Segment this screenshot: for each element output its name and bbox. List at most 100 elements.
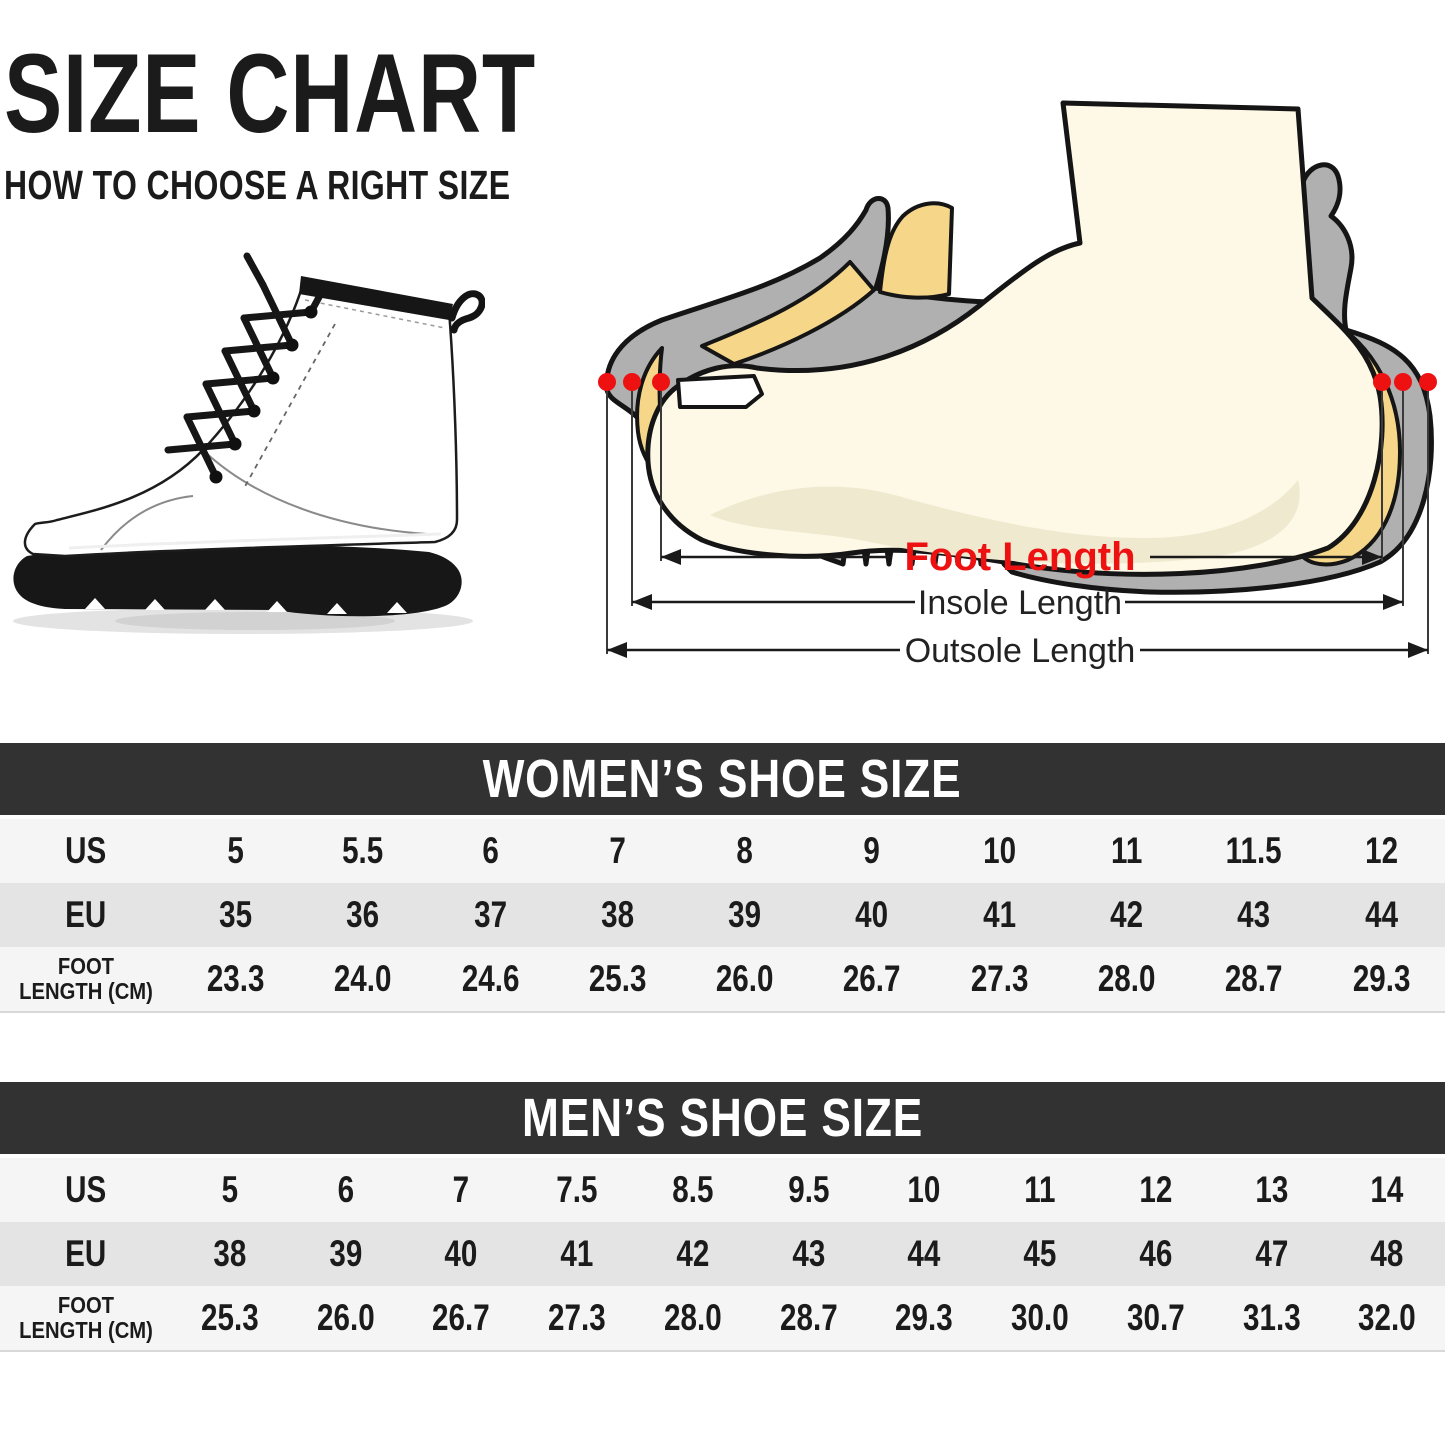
- boot-product-image: [13, 252, 485, 634]
- men-table-header: MEN’S SHOE SIZE: [0, 1082, 1445, 1154]
- table-row-eu: EU 35 36 37 38 39 40 41 42 43 44: [0, 883, 1445, 947]
- boot-sole: [13, 544, 462, 617]
- table-cell: 29.3: [1352, 958, 1411, 999]
- row-label: FOOT LENGTH (CM): [19, 952, 153, 1004]
- table-cell: 32.0: [1358, 1297, 1417, 1338]
- table-cell: 26.7: [843, 958, 901, 999]
- table-cell: 7: [609, 830, 626, 871]
- table-cell: 44: [1364, 894, 1398, 935]
- table-cell: 12: [1364, 830, 1398, 871]
- table-row-foot-length: FOOT LENGTH (CM) 25.3 26.0 26.7 27.3 28.0 28.…: [0, 1286, 1445, 1350]
- table-cell: 27.3: [548, 1297, 606, 1338]
- table-cell: 28.0: [1097, 958, 1156, 999]
- table-cell: 6: [482, 830, 499, 871]
- table-cell: 30.0: [1011, 1297, 1069, 1338]
- table-cell: 24.6: [461, 958, 520, 999]
- row-label: US: [65, 1168, 107, 1210]
- measure-dot: [598, 373, 616, 391]
- measure-dot: [1419, 373, 1437, 391]
- measure-dot: [1394, 373, 1412, 391]
- row-values: 38 39 40 41 42 43 44 45 46 47 48: [172, 1222, 1445, 1286]
- table-cell: 26.7: [432, 1297, 491, 1338]
- table-cell: 7.5: [556, 1169, 598, 1210]
- table-cell: 28.7: [779, 1297, 838, 1338]
- boot-upper: [23, 279, 459, 558]
- table-cell: 24.0: [334, 958, 392, 999]
- table-cell: 35: [219, 894, 253, 935]
- table-row-eu: EU 38 39 40 41 42 43 44 45 46 47 48: [0, 1222, 1445, 1286]
- row-label: EU: [65, 893, 107, 935]
- guide-lines: [606, 391, 1429, 654]
- boot-eyelets: [209, 305, 318, 484]
- table-cell: 11: [1024, 1169, 1056, 1210]
- row-values: 5 6 7 7.5 8.5 9.5 10 11 12 13 14: [172, 1158, 1445, 1222]
- women-size-table: WOMEN’S SHOE SIZE US 5 5.5 6 7 8 9 10 11 11.5 12 …: [0, 743, 1445, 1013]
- table-cell: 46: [1139, 1233, 1173, 1274]
- table-cell: 43: [792, 1233, 825, 1274]
- page-subtitle: HOW TO CHOOSE A RIGHT SIZE: [4, 162, 511, 208]
- table-cell: 27.3: [970, 958, 1029, 999]
- boot-laces: [164, 252, 329, 481]
- table-cell: 25.3: [201, 1297, 259, 1338]
- vamp-seam: [204, 451, 428, 535]
- outsole-length-label: Outsole Length: [905, 632, 1136, 670]
- foot-length-label: Foot Length: [904, 535, 1135, 579]
- table-cell: 41: [982, 894, 1016, 935]
- table-row-us: US 5 5.5 6 7 8 9 10 11 11.5 12: [0, 819, 1445, 883]
- page-title: SIZE CHART: [4, 31, 536, 156]
- table-cell: 8.5: [672, 1169, 714, 1210]
- table-cell: 6: [337, 1169, 354, 1210]
- table-cell: 11.5: [1226, 830, 1283, 871]
- table-cell: 47: [1255, 1233, 1288, 1274]
- table-row-foot-length: FOOT LENGTH (CM) 23.3 24.0 24.6 25.3 26.0 26.…: [0, 947, 1445, 1011]
- table-cell: 30.7: [1126, 1297, 1185, 1338]
- table-cell: 5: [221, 1169, 239, 1210]
- row-label: EU: [65, 1232, 107, 1274]
- measure-dots: [598, 373, 1437, 391]
- women-table-header: WOMEN’S SHOE SIZE: [0, 743, 1445, 815]
- toe-cap-seam: [100, 495, 194, 551]
- table-cell: 9: [863, 830, 881, 871]
- row-values: 23.3 24.0 24.6 25.3 26.0 26.7 27.3 28.0 28.7 29.3: [172, 947, 1445, 1011]
- row-label: US: [65, 829, 107, 871]
- table-cell: 10: [982, 830, 1016, 871]
- foot-measure-diagram: Foot Length Insole Length Outsole Length: [598, 100, 1437, 670]
- table-cell: 12: [1139, 1169, 1173, 1210]
- table-cell: 7: [453, 1169, 470, 1210]
- table-cell: 25.3: [588, 958, 647, 999]
- table-cell: 8: [736, 830, 754, 871]
- table-cell: 44: [907, 1233, 941, 1274]
- table-cell: 31.3: [1242, 1297, 1301, 1338]
- foot-shape: [645, 100, 1385, 577]
- table-cell: 28.7: [1225, 958, 1283, 999]
- table-cell: 13: [1255, 1169, 1288, 1210]
- measure-dot: [1373, 373, 1391, 391]
- collar-trim: [299, 276, 453, 320]
- table-cell: 5: [227, 830, 244, 871]
- table-cell: 26.0: [316, 1297, 375, 1338]
- toenail: [676, 374, 764, 409]
- table-cell: 37: [473, 894, 507, 935]
- table-cell: 29.3: [895, 1297, 954, 1338]
- table-cell: 23.3: [206, 958, 265, 999]
- table-cell: 38: [213, 1233, 247, 1274]
- table-cell: 40: [855, 894, 889, 935]
- insole-length-label: Insole Length: [918, 584, 1122, 622]
- table-cell: 45: [1023, 1233, 1057, 1274]
- table-cell: 14: [1370, 1169, 1404, 1210]
- measure-dot: [623, 373, 641, 391]
- table-cell: 26.0: [716, 958, 774, 999]
- heel-pull-loop: [448, 290, 485, 334]
- eyelet-stitch: [242, 323, 336, 491]
- table-cell: 11: [1111, 830, 1143, 871]
- table-cell: 48: [1370, 1233, 1404, 1274]
- table-row-us: US 5 6 7 7.5 8.5 9.5 10 11 12 13 14: [0, 1158, 1445, 1222]
- row-values: 25.3 26.0 26.7 27.3 28.0 28.7 29.3 30.0 30.7 31.3…: [172, 1286, 1445, 1350]
- table-cell: 43: [1237, 894, 1271, 935]
- table-cell: 28.0: [663, 1297, 722, 1338]
- table-cell: 39: [728, 894, 762, 935]
- table-cell: 41: [560, 1233, 594, 1274]
- table-cell: 40: [444, 1233, 478, 1274]
- row-label: FOOT LENGTH (CM): [19, 1291, 153, 1343]
